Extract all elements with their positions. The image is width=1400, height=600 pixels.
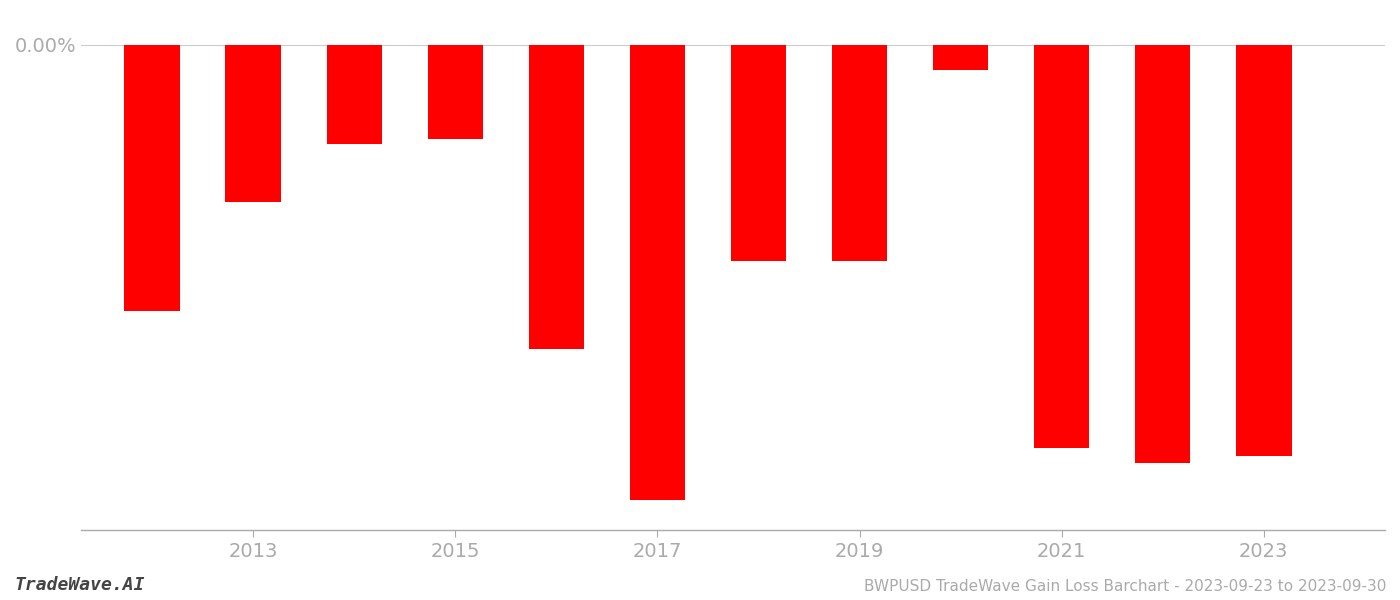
Bar xyxy=(225,45,281,202)
Bar xyxy=(1135,45,1190,463)
Bar xyxy=(125,45,181,311)
Text: BWPUSD TradeWave Gain Loss Barchart - 2023-09-23 to 2023-09-30: BWPUSD TradeWave Gain Loss Barchart - 20… xyxy=(864,579,1386,594)
Text: TradeWave.AI: TradeWave.AI xyxy=(14,576,144,594)
Bar xyxy=(326,45,382,145)
Bar xyxy=(1033,45,1089,448)
Bar xyxy=(731,45,787,262)
Bar xyxy=(932,45,988,70)
Bar xyxy=(529,45,584,349)
Bar xyxy=(1236,45,1292,455)
Bar xyxy=(832,45,888,262)
Bar xyxy=(427,45,483,139)
Bar xyxy=(630,45,685,500)
